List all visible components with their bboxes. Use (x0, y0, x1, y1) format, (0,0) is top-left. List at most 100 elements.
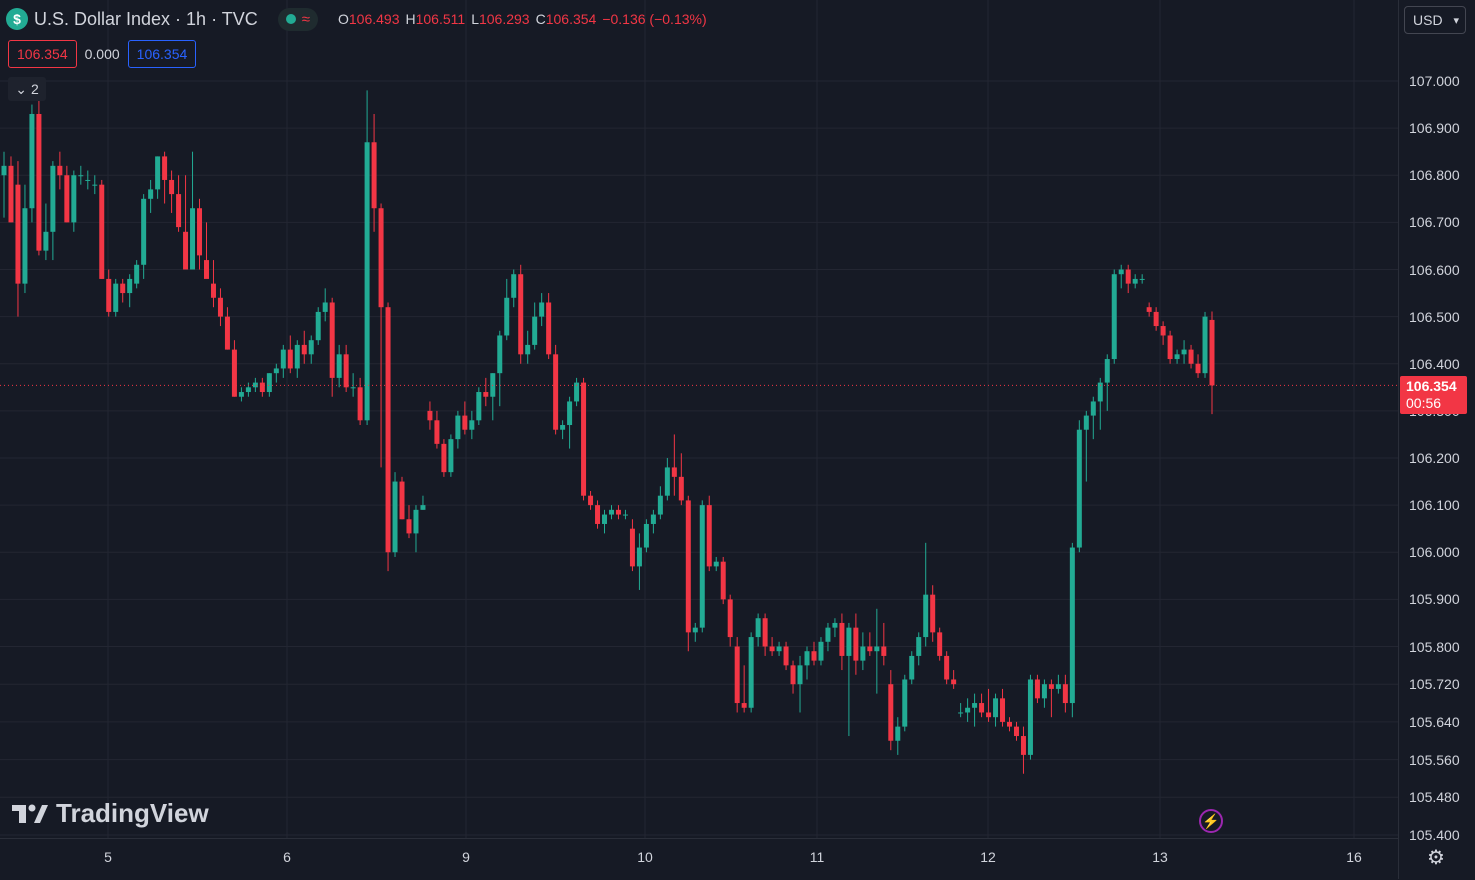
candle (385, 302, 391, 572)
candle-body (1111, 274, 1117, 360)
candle-body (280, 349, 286, 369)
candle (776, 641, 782, 656)
candle (106, 269, 112, 317)
candle (169, 170, 175, 213)
candle (434, 410, 440, 449)
candle (518, 264, 524, 364)
candle (755, 613, 761, 647)
candle-body (350, 387, 356, 389)
candle (825, 622, 831, 652)
candle-body (839, 622, 845, 656)
candle (951, 670, 957, 689)
candlestick-chart[interactable] (0, 0, 1398, 838)
candle (252, 377, 258, 393)
candle (657, 486, 663, 520)
symbol-title[interactable]: U.S. Dollar Index · 1h · TVC (34, 8, 258, 29)
candle-body (895, 726, 901, 741)
candle (315, 307, 321, 345)
candle-body (1055, 684, 1061, 689)
time-tick-label: 16 (1346, 849, 1362, 865)
tradingview-logo-icon (12, 804, 48, 823)
candle-body (595, 505, 601, 524)
candle (203, 222, 209, 279)
candle (972, 693, 978, 727)
candle (1209, 311, 1215, 415)
candle-body (979, 703, 985, 713)
candle-body (1132, 278, 1138, 284)
lightning-icon[interactable]: ⚡ (1199, 809, 1223, 833)
candle-body (1048, 684, 1054, 689)
candle (511, 269, 517, 308)
buy-button[interactable]: 106.354 (127, 40, 197, 68)
price-tick-label: 105.720 (1409, 676, 1460, 693)
candle (504, 278, 510, 341)
candle-body (245, 387, 251, 393)
indicators-toggle-button[interactable]: ⌄ 2 (8, 77, 46, 101)
candle-body (364, 142, 370, 421)
candle (622, 509, 628, 520)
candle (176, 175, 182, 232)
dollar-logo-icon[interactable]: $ (6, 8, 28, 30)
candle (1195, 354, 1201, 378)
candle-body (539, 302, 545, 317)
chevron-down-icon: ▾ (1453, 14, 1459, 27)
time-tick-label: 9 (462, 849, 470, 865)
candle-body (951, 679, 957, 685)
sell-button[interactable]: 106.354 (8, 40, 77, 68)
market-open-icon (285, 14, 296, 24)
time-axis[interactable]: 5 6 9 10 11 12 13 16 (0, 838, 1398, 880)
candle (748, 632, 754, 713)
market-status-pill[interactable]: ≈ (277, 7, 318, 31)
candle (1097, 377, 1103, 430)
candle (148, 179, 154, 213)
candle (287, 335, 293, 374)
candle (650, 509, 656, 534)
candle (224, 307, 230, 350)
candle (406, 505, 412, 539)
candle (1111, 269, 1117, 364)
candle (602, 509, 608, 534)
candle (916, 632, 922, 666)
candle-body (1027, 679, 1033, 755)
candle-body (888, 684, 894, 741)
candle-body (741, 703, 747, 708)
candle-body (343, 354, 349, 388)
last-price-value: 106.354 (1406, 378, 1457, 395)
candle (678, 453, 684, 506)
candle-body (1076, 429, 1082, 548)
candle (50, 161, 56, 261)
candle-body (916, 637, 922, 656)
currency-selector[interactable]: USD ▾ (1404, 6, 1466, 34)
candle (1041, 679, 1047, 708)
spread-value: 0.000 (84, 46, 120, 62)
candle-body (217, 297, 223, 317)
candle (85, 170, 91, 190)
candle (483, 377, 489, 407)
open-label: O (337, 11, 349, 27)
last-price-label: 106.354 00:56 (1400, 376, 1467, 415)
candle-body (308, 340, 314, 355)
candle-body (15, 184, 21, 284)
close-value: 106.354 (545, 11, 597, 27)
gear-icon[interactable]: ⚙ (1427, 846, 1445, 869)
candle (497, 330, 503, 407)
tradingview-watermark[interactable]: TradingView (12, 798, 209, 829)
candle-body (113, 283, 119, 312)
candle (881, 622, 887, 666)
candle (413, 505, 419, 553)
candle (441, 439, 447, 477)
candle-body (134, 264, 140, 284)
candle-body (322, 302, 328, 312)
candle-body (937, 632, 943, 656)
time-tick-label: 13 (1152, 849, 1168, 865)
candle-body (546, 302, 552, 355)
candle-body (532, 316, 538, 345)
candle-body (671, 467, 677, 477)
candle (560, 420, 566, 440)
candle-body (1097, 382, 1103, 402)
candle (769, 637, 775, 656)
price-axis[interactable]: 107.000 106.900 106.800 106.700 106.600 106.5… (1398, 0, 1475, 879)
chart-area[interactable] (0, 0, 1398, 838)
candle (804, 646, 810, 680)
candle (469, 410, 475, 440)
